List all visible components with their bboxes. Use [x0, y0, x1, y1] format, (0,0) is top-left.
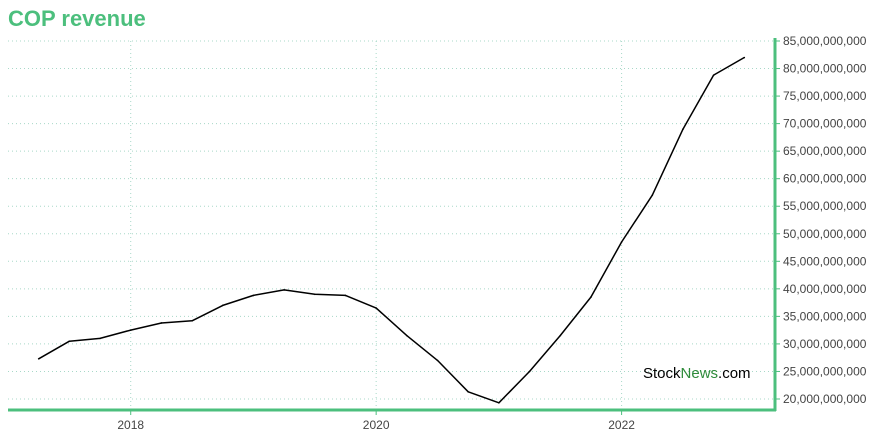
y-tick-label: 55,000,000,000 [783, 199, 867, 213]
data-point [283, 289, 285, 291]
y-tick-label: 60,000,000,000 [783, 172, 867, 186]
y-tick-label: 20,000,000,000 [783, 392, 867, 406]
data-point [37, 357, 40, 360]
data-point [344, 294, 347, 297]
watermark-part-stock: Stock [643, 365, 681, 382]
data-point [99, 337, 101, 340]
data-point [68, 340, 71, 342]
chart-title: COP revenue [8, 6, 146, 31]
x-tick-label: 2022 [608, 418, 635, 432]
data-point [528, 370, 531, 373]
data-point [590, 296, 592, 298]
data-point [314, 293, 316, 296]
data-point [651, 194, 654, 197]
y-tick-label: 35,000,000,000 [783, 309, 867, 323]
y-tick-label: 45,000,000,000 [783, 254, 867, 268]
data-point [252, 294, 255, 297]
data-point [743, 56, 746, 59]
x-tick-label: 2020 [363, 418, 390, 432]
data-point [406, 334, 408, 337]
series-layer [37, 56, 746, 404]
y-tick-label: 30,000,000,000 [783, 337, 867, 351]
grid-lines [8, 40, 775, 410]
axes [8, 38, 780, 415]
data-point [436, 359, 439, 362]
data-point [498, 402, 500, 404]
y-tick-label: 50,000,000,000 [783, 227, 867, 241]
tick-labels: 20,000,000,000 25,000,000,000 30,000,000,0… [117, 34, 866, 432]
data-point [160, 322, 163, 324]
x-tick-label: 2018 [117, 418, 144, 432]
data-point [375, 307, 377, 309]
data-point [559, 334, 562, 337]
data-point [191, 319, 193, 322]
y-tick-label: 85,000,000,000 [783, 34, 867, 48]
y-tick-label: 70,000,000,000 [783, 117, 867, 131]
data-point [129, 329, 132, 331]
data-point [620, 241, 623, 243]
data-point [712, 74, 715, 76]
watermark-part-news: News [680, 365, 719, 382]
y-tick-label: 65,000,000,000 [783, 144, 867, 158]
data-point [221, 304, 224, 307]
y-tick-label: 80,000,000,000 [783, 62, 867, 76]
data-point [467, 391, 470, 393]
y-tick-label: 40,000,000,000 [783, 282, 867, 296]
y-tick-label: 25,000,000,000 [783, 364, 867, 378]
data-point [682, 128, 684, 130]
y-tick-label: 75,000,000,000 [783, 89, 867, 103]
stocknews-watermark: StockNews.com [643, 365, 751, 382]
series-line-0 [38, 56, 745, 404]
watermark-part-com: .com [718, 365, 751, 382]
